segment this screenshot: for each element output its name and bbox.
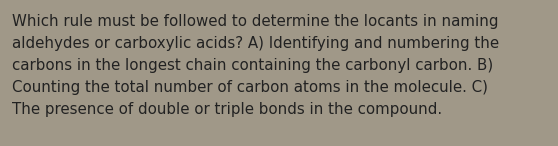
Text: The presence of double or triple bonds in the compound.: The presence of double or triple bonds i… (12, 102, 442, 117)
Text: carbons in the longest chain containing the carbonyl carbon. B): carbons in the longest chain containing … (12, 58, 493, 73)
Text: aldehydes or carboxylic acids? A) Identifying and numbering the: aldehydes or carboxylic acids? A) Identi… (12, 36, 499, 51)
Text: Which rule must be followed to determine the locants in naming: Which rule must be followed to determine… (12, 14, 498, 29)
Text: Counting the total number of carbon atoms in the molecule. C): Counting the total number of carbon atom… (12, 80, 488, 95)
